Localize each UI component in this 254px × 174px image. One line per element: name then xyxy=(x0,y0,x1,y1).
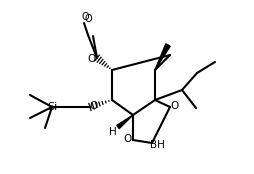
Text: O: O xyxy=(123,134,132,144)
Text: O: O xyxy=(88,54,96,64)
Text: O: O xyxy=(81,12,88,22)
Text: O: O xyxy=(84,14,91,24)
Text: H: H xyxy=(109,127,116,137)
Polygon shape xyxy=(116,115,133,129)
Text: BH: BH xyxy=(149,140,164,150)
Text: O: O xyxy=(170,101,178,111)
Polygon shape xyxy=(154,44,170,70)
Text: Si: Si xyxy=(47,102,57,112)
Text: O: O xyxy=(89,101,98,111)
